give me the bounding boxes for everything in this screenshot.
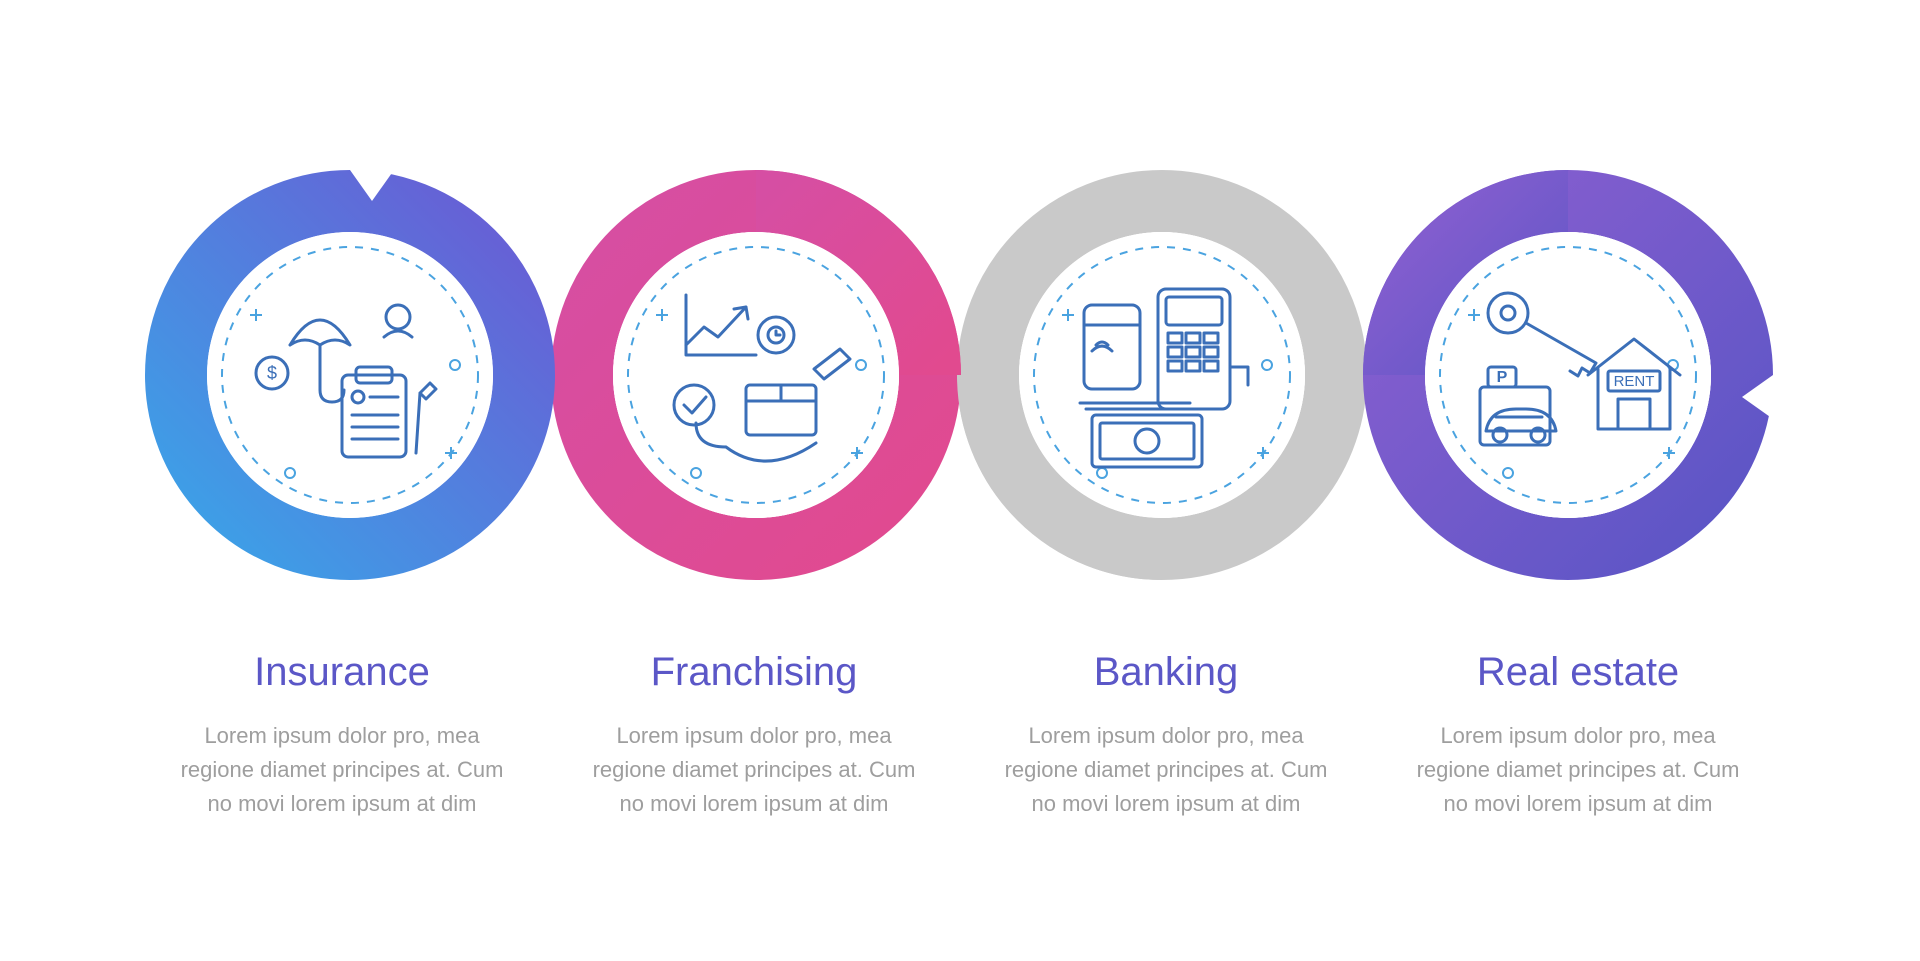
body-banking: Lorem ipsum dolor pro, mea regione diame… (996, 719, 1336, 821)
svg-text:$: $ (267, 363, 277, 383)
title-realestate: Real estate (1408, 650, 1748, 695)
infographic-container: $ (100, 140, 1820, 821)
svg-text:P: P (1497, 369, 1508, 386)
text-row: Insurance Lorem ipsum dolor pro, mea reg… (100, 650, 1820, 821)
col-franchising: Franchising Lorem ipsum dolor pro, mea r… (584, 650, 924, 821)
title-banking: Banking (996, 650, 1336, 695)
body-franchising: Lorem ipsum dolor pro, mea regione diame… (584, 719, 924, 821)
title-insurance: Insurance (172, 650, 512, 695)
col-realestate: Real estate Lorem ipsum dolor pro, mea r… (1408, 650, 1748, 821)
col-insurance: Insurance Lorem ipsum dolor pro, mea reg… (172, 650, 512, 821)
col-banking: Banking Lorem ipsum dolor pro, mea regio… (996, 650, 1336, 821)
title-franchising: Franchising (584, 650, 924, 695)
body-realestate: Lorem ipsum dolor pro, mea regione diame… (1408, 719, 1748, 821)
svg-text:RENT: RENT (1614, 373, 1655, 390)
ring-diagram: $ (100, 140, 1820, 610)
body-insurance: Lorem ipsum dolor pro, mea regione diame… (172, 719, 512, 821)
